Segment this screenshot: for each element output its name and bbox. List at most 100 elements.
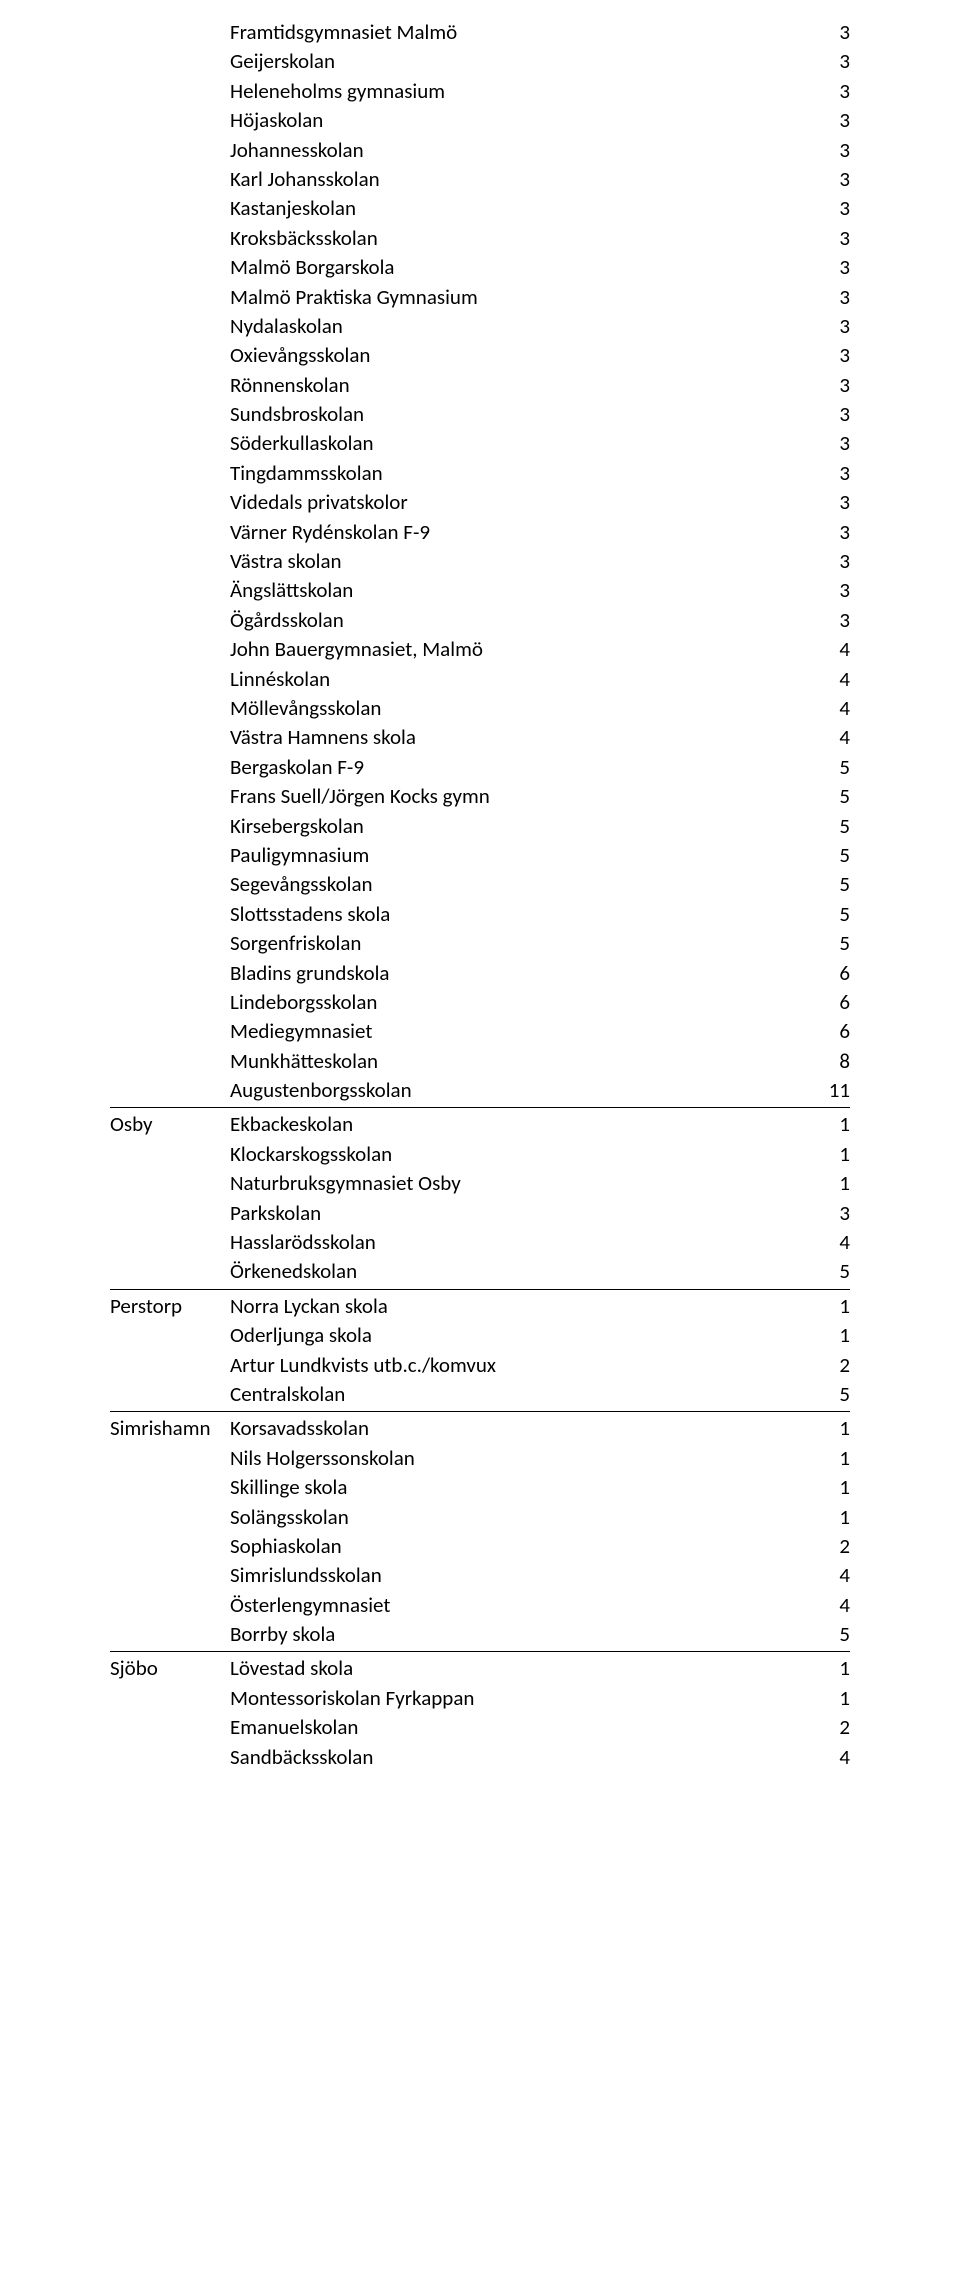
school-cell: Oderljunga skola <box>230 1321 790 1350</box>
group-separator <box>110 1411 850 1412</box>
municipality-cell: Sjöbo <box>110 1654 230 1683</box>
value-cell: 3 <box>790 1199 850 1228</box>
table-row: Borrby skola5 <box>110 1620 850 1649</box>
school-cell: Naturbruksgymnasiet Osby <box>230 1169 790 1198</box>
table-row: Rönnenskolan3 <box>110 371 850 400</box>
table-row: Heleneholms gymnasium3 <box>110 77 850 106</box>
value-cell: 1 <box>790 1292 850 1321</box>
school-cell: Sophiaskolan <box>230 1532 790 1561</box>
school-cell: Rönnenskolan <box>230 371 790 400</box>
table-row: Emanuelskolan2 <box>110 1713 850 1742</box>
table-row: Malmö Praktiska Gymnasium3 <box>110 283 850 312</box>
table-row: Parkskolan3 <box>110 1199 850 1228</box>
table-row: Linnéskolan4 <box>110 665 850 694</box>
value-cell: 1 <box>790 1654 850 1683</box>
value-cell: 1 <box>790 1684 850 1713</box>
value-cell: 1 <box>790 1503 850 1532</box>
value-cell: 2 <box>790 1351 850 1380</box>
table-row: Kirsebergskolan5 <box>110 812 850 841</box>
table-row: Segevångsskolan5 <box>110 870 850 899</box>
table-row: Kastanjeskolan3 <box>110 194 850 223</box>
value-cell: 3 <box>790 576 850 605</box>
school-cell: Lövestad skola <box>230 1654 790 1683</box>
value-cell: 5 <box>790 870 850 899</box>
table-row: Höjaskolan3 <box>110 106 850 135</box>
table-row: Videdals privatskolor3 <box>110 488 850 517</box>
table-row: Österlengymnasiet4 <box>110 1591 850 1620</box>
value-cell: 2 <box>790 1713 850 1742</box>
table-row: Hasslarödsskolan4 <box>110 1228 850 1257</box>
school-cell: Västra skolan <box>230 547 790 576</box>
table-row: Ögårdsskolan3 <box>110 606 850 635</box>
school-cell: Västra Hamnens skola <box>230 723 790 752</box>
school-cell: Artur Lundkvists utb.c./komvux <box>230 1351 790 1380</box>
school-cell: Hasslarödsskolan <box>230 1228 790 1257</box>
value-cell: 6 <box>790 1017 850 1046</box>
school-cell: Malmö Borgarskola <box>230 253 790 282</box>
table-row: Söderkullaskolan3 <box>110 429 850 458</box>
table-row: Tingdammsskolan3 <box>110 459 850 488</box>
school-cell: Pauligymnasium <box>230 841 790 870</box>
value-cell: 3 <box>790 371 850 400</box>
table-row: PerstorpNorra Lyckan skola1 <box>110 1292 850 1321</box>
school-cell: Bergaskolan F-9 <box>230 753 790 782</box>
value-cell: 1 <box>790 1110 850 1139</box>
table-row: John Bauergymnasiet, Malmö4 <box>110 635 850 664</box>
school-cell: Mediegymnasiet <box>230 1017 790 1046</box>
value-cell: 4 <box>790 665 850 694</box>
value-cell: 5 <box>790 753 850 782</box>
group-separator <box>110 1289 850 1290</box>
school-cell: Örkenedskolan <box>230 1257 790 1286</box>
table-row: Karl Johansskolan3 <box>110 165 850 194</box>
school-cell: Malmö Praktiska Gymnasium <box>230 283 790 312</box>
value-cell: 6 <box>790 988 850 1017</box>
school-cell: Solängsskolan <box>230 1503 790 1532</box>
school-cell: Korsavadsskolan <box>230 1414 790 1443</box>
value-cell: 3 <box>790 312 850 341</box>
value-cell: 3 <box>790 194 850 223</box>
value-cell: 3 <box>790 136 850 165</box>
school-cell: Höjaskolan <box>230 106 790 135</box>
value-cell: 11 <box>790 1076 850 1105</box>
school-cell: Borrby skola <box>230 1620 790 1649</box>
municipality-cell: Simrishamn <box>110 1414 230 1443</box>
value-cell: 3 <box>790 341 850 370</box>
school-cell: John Bauergymnasiet, Malmö <box>230 635 790 664</box>
school-cell: Videdals privatskolor <box>230 488 790 517</box>
school-cell: Heleneholms gymnasium <box>230 77 790 106</box>
table-row: Solängsskolan1 <box>110 1503 850 1532</box>
table-row: OsbyEkbackeskolan1 <box>110 1110 850 1139</box>
value-cell: 4 <box>790 723 850 752</box>
value-cell: 5 <box>790 929 850 958</box>
school-cell: Nydalaskolan <box>230 312 790 341</box>
value-cell: 5 <box>790 1257 850 1286</box>
table-row: Munkhätteskolan8 <box>110 1047 850 1076</box>
table-row: Västra skolan3 <box>110 547 850 576</box>
table-row: Naturbruksgymnasiet Osby1 <box>110 1169 850 1198</box>
municipality-cell: Osby <box>110 1110 230 1139</box>
table-row: Bergaskolan F-95 <box>110 753 850 782</box>
table-row: Nils Holgerssonskolan1 <box>110 1444 850 1473</box>
municipality-cell: Perstorp <box>110 1292 230 1321</box>
value-cell: 3 <box>790 459 850 488</box>
school-cell: Värner Rydénskolan F-9 <box>230 518 790 547</box>
table-row: Värner Rydénskolan F-93 <box>110 518 850 547</box>
value-cell: 3 <box>790 106 850 135</box>
table-row: Sorgenfriskolan5 <box>110 929 850 958</box>
school-cell: Frans Suell/Jörgen Kocks gymn <box>230 782 790 811</box>
table-row: SimrishamnKorsavadsskolan1 <box>110 1414 850 1443</box>
value-cell: 4 <box>790 1743 850 1772</box>
value-cell: 3 <box>790 224 850 253</box>
table-row: Simrislundsskolan4 <box>110 1561 850 1590</box>
school-cell: Oxievångsskolan <box>230 341 790 370</box>
school-cell: Bladins grundskola <box>230 959 790 988</box>
table-row: Klockarskogsskolan1 <box>110 1140 850 1169</box>
table-row: Artur Lundkvists utb.c./komvux2 <box>110 1351 850 1380</box>
value-cell: 1 <box>790 1321 850 1350</box>
school-cell: Skillinge skola <box>230 1473 790 1502</box>
school-cell: Geijerskolan <box>230 47 790 76</box>
school-cell: Sorgenfriskolan <box>230 929 790 958</box>
value-cell: 3 <box>790 518 850 547</box>
value-cell: 4 <box>790 635 850 664</box>
value-cell: 6 <box>790 959 850 988</box>
